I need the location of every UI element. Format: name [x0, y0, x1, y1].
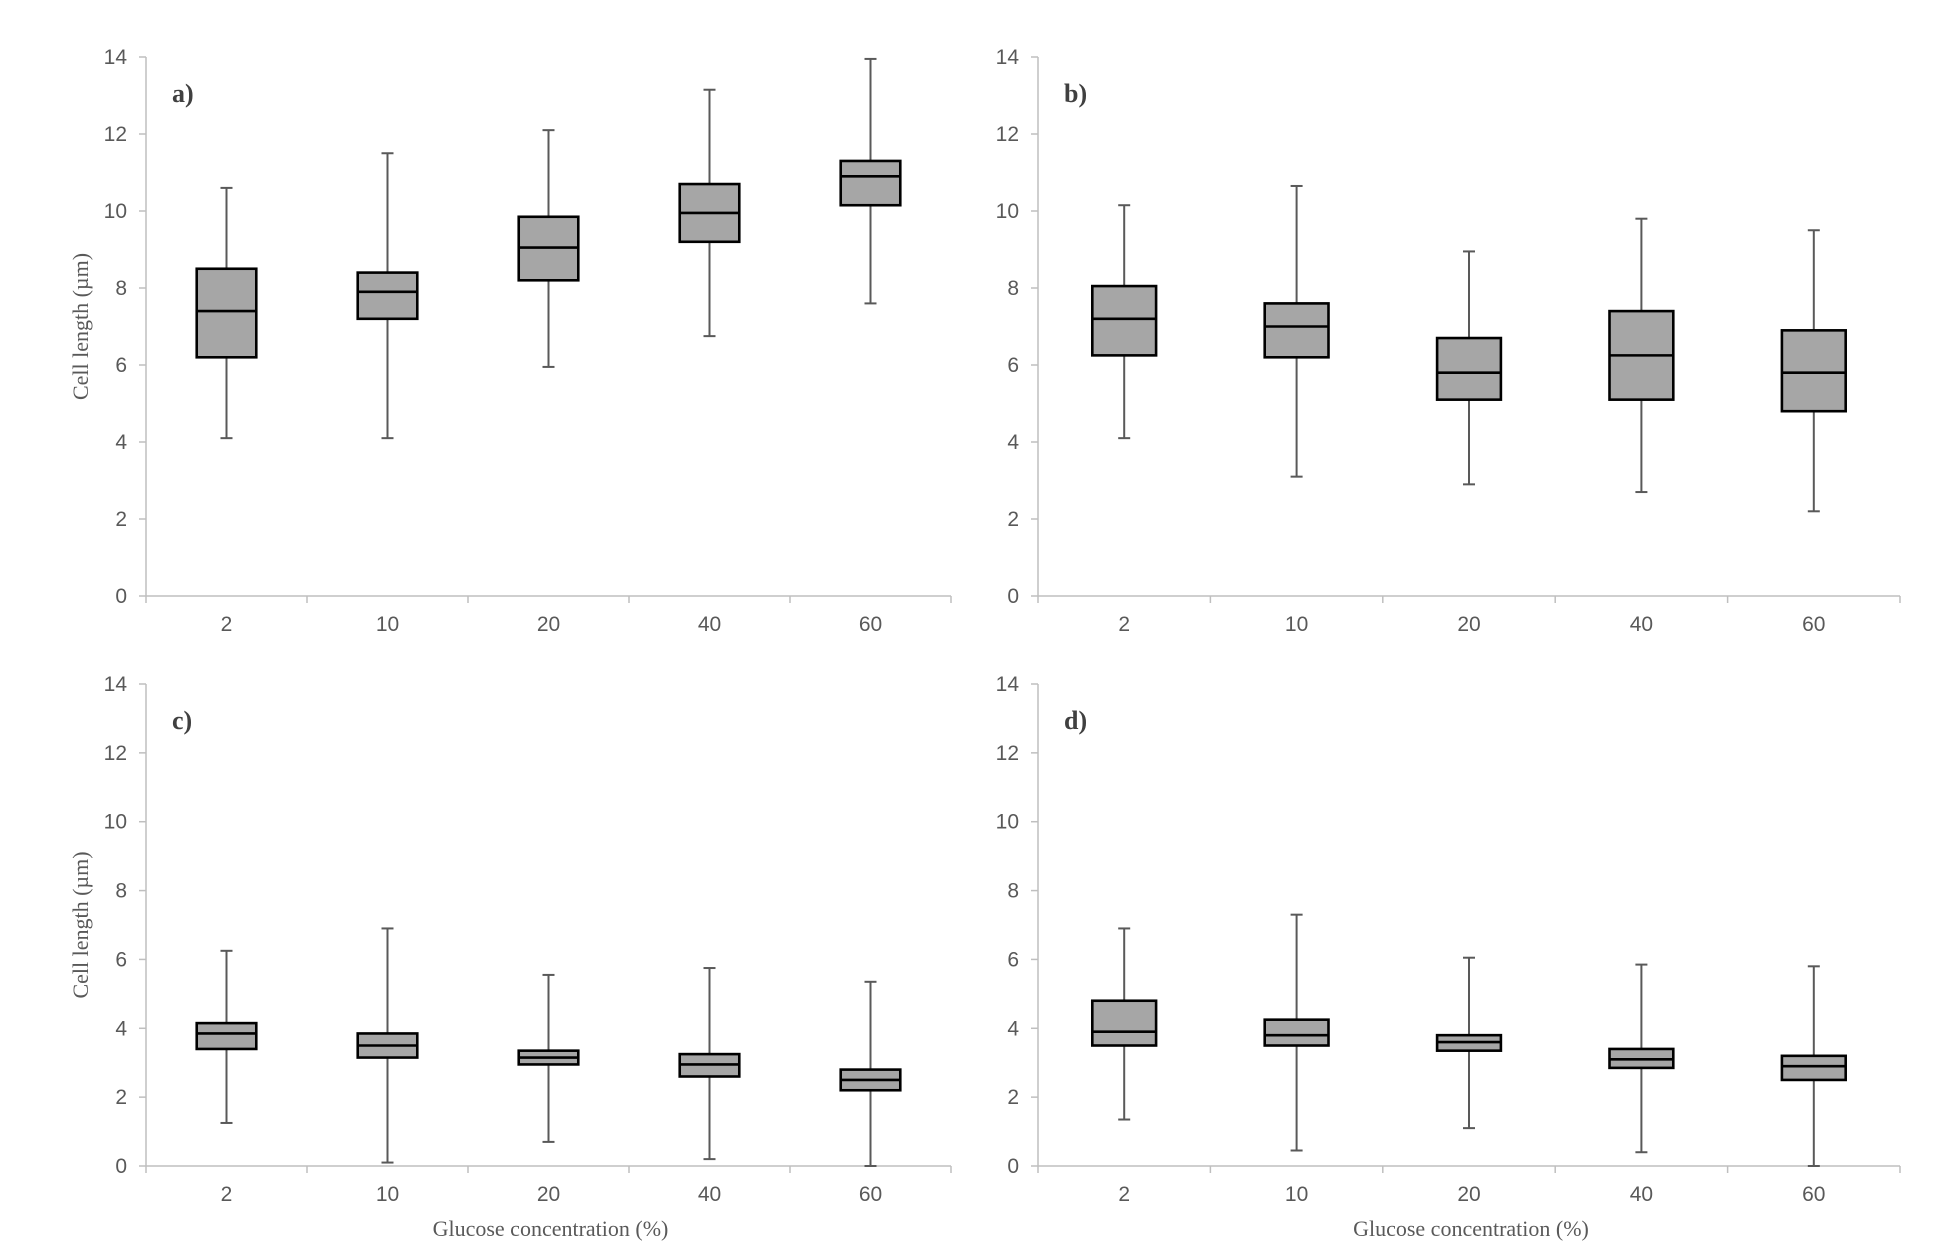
- box-plot-40: [678, 967, 741, 1161]
- box-plot-20: [517, 973, 580, 1143]
- y-tick-label: 4: [115, 431, 127, 454]
- y-tick-label: 8: [115, 277, 127, 300]
- y-tick-label: 6: [1007, 354, 1019, 377]
- iqr-box: [1780, 1054, 1847, 1082]
- x-axis-title: Glucose concentration (%): [1353, 1216, 1589, 1241]
- y-tick-label: 10: [996, 200, 1019, 223]
- chart-panel-b: 0 2 4 6 8 10 12 14 2 10 20 40 60 b): [996, 46, 1901, 636]
- panel-label: c): [172, 706, 192, 735]
- chart-panel-a: 0 2 4 6 8 10 12 14 2 10 20 40 60 a) Cell length (µm): [68, 46, 952, 636]
- y-tick-label: 0: [115, 585, 127, 608]
- x-tick-label: 40: [1630, 613, 1653, 636]
- box-plot-10: [1263, 913, 1330, 1152]
- box-plot-60: [1780, 965, 1847, 1167]
- x-tick-label: 40: [1630, 1183, 1653, 1206]
- y-tick-label: 10: [996, 811, 1019, 834]
- iqr-box: [195, 267, 258, 359]
- box-plot-10: [1263, 184, 1330, 478]
- box-plot-60: [839, 980, 902, 1167]
- box-plot-40: [1608, 963, 1675, 1154]
- x-tick-label: 60: [859, 1183, 882, 1206]
- y-tick-label: 12: [104, 742, 127, 765]
- x-tick-label: 10: [376, 1183, 399, 1206]
- x-tick-label: 2: [221, 613, 233, 636]
- y-tick-label: 2: [115, 508, 127, 531]
- box-plot-40: [1608, 217, 1675, 494]
- x-tick-label: 20: [537, 613, 560, 636]
- x-tick-label: 10: [376, 613, 399, 636]
- panel-label: a): [172, 79, 194, 108]
- box-plot-2: [1091, 927, 1158, 1121]
- iqr-box: [1091, 284, 1158, 357]
- y-tick-label: 4: [1007, 1017, 1019, 1040]
- x-tick-label: 20: [1457, 1183, 1480, 1206]
- box-plot-60: [839, 57, 902, 305]
- y-tick-label: 12: [104, 123, 127, 146]
- y-tick-label: 10: [104, 811, 127, 834]
- box-plot-2: [195, 186, 258, 440]
- x-tick-label: 10: [1285, 613, 1308, 636]
- box-plot-2: [1091, 204, 1158, 440]
- y-tick-label: 8: [1007, 277, 1019, 300]
- x-tick-label: 60: [1802, 1183, 1825, 1206]
- iqr-box: [1091, 999, 1158, 1047]
- y-tick-label: 6: [1007, 948, 1019, 971]
- x-axis-title: Glucose concentration (%): [433, 1216, 669, 1241]
- x-tick-label: 20: [537, 1183, 560, 1206]
- y-tick-label: 2: [1007, 508, 1019, 531]
- y-tick-label: 12: [996, 742, 1019, 765]
- y-axis-title: Cell length (µm): [68, 253, 93, 400]
- box-plot-2: [195, 949, 258, 1124]
- y-tick-label: 4: [1007, 431, 1019, 454]
- box-plot-60: [1780, 229, 1847, 513]
- y-tick-label: 2: [1007, 1086, 1019, 1109]
- y-tick-label: 12: [996, 123, 1019, 146]
- panel-label: b): [1064, 79, 1087, 108]
- box-plot-10: [356, 152, 419, 440]
- x-tick-label: 10: [1285, 1183, 1308, 1206]
- y-tick-label: 14: [996, 46, 1020, 69]
- x-tick-label: 40: [698, 613, 721, 636]
- x-tick-label: 40: [698, 1183, 721, 1206]
- x-tick-label: 60: [859, 613, 882, 636]
- chart-panel-d: 0 2 4 6 8 10 12 14 2 10 20 40 60 d) Glucose concentrat…: [996, 673, 1901, 1241]
- y-tick-label: 0: [115, 1155, 127, 1178]
- iqr-box: [1780, 329, 1847, 413]
- y-tick-label: 14: [104, 673, 128, 696]
- y-axis-title: Cell length (µm): [68, 851, 93, 998]
- iqr-box: [356, 271, 419, 321]
- panel-label: d): [1064, 706, 1087, 735]
- y-tick-label: 6: [115, 354, 127, 377]
- box-plot-10: [356, 927, 419, 1164]
- y-tick-label: 10: [104, 200, 127, 223]
- box-plot-40: [678, 88, 741, 338]
- iqr-box: [195, 1021, 258, 1051]
- x-tick-label: 2: [1118, 613, 1130, 636]
- y-tick-label: 8: [115, 880, 127, 903]
- iqr-box: [1263, 1018, 1330, 1047]
- x-tick-label: 60: [1802, 613, 1825, 636]
- x-tick-label: 20: [1457, 613, 1480, 636]
- y-tick-label: 14: [104, 46, 128, 69]
- box-plot-20: [1435, 250, 1503, 486]
- y-tick-label: 0: [1007, 1155, 1019, 1178]
- chart-panel-c: 0 2 4 6 8 10 12 14 2 10 20 40 60 c) Cell length (µm) Gl…: [68, 673, 952, 1241]
- iqr-box: [1263, 302, 1330, 359]
- y-tick-label: 4: [115, 1017, 127, 1040]
- box-plot-20: [1435, 956, 1503, 1130]
- x-tick-label: 2: [221, 1183, 233, 1206]
- x-tick-label: 2: [1118, 1183, 1130, 1206]
- y-tick-label: 14: [996, 673, 1020, 696]
- y-tick-label: 0: [1007, 585, 1019, 608]
- y-tick-label: 2: [115, 1086, 127, 1109]
- y-tick-label: 8: [1007, 880, 1019, 903]
- box-plot-20: [517, 129, 580, 368]
- iqr-box: [1435, 336, 1503, 401]
- iqr-box: [839, 159, 902, 207]
- y-tick-label: 6: [115, 948, 127, 971]
